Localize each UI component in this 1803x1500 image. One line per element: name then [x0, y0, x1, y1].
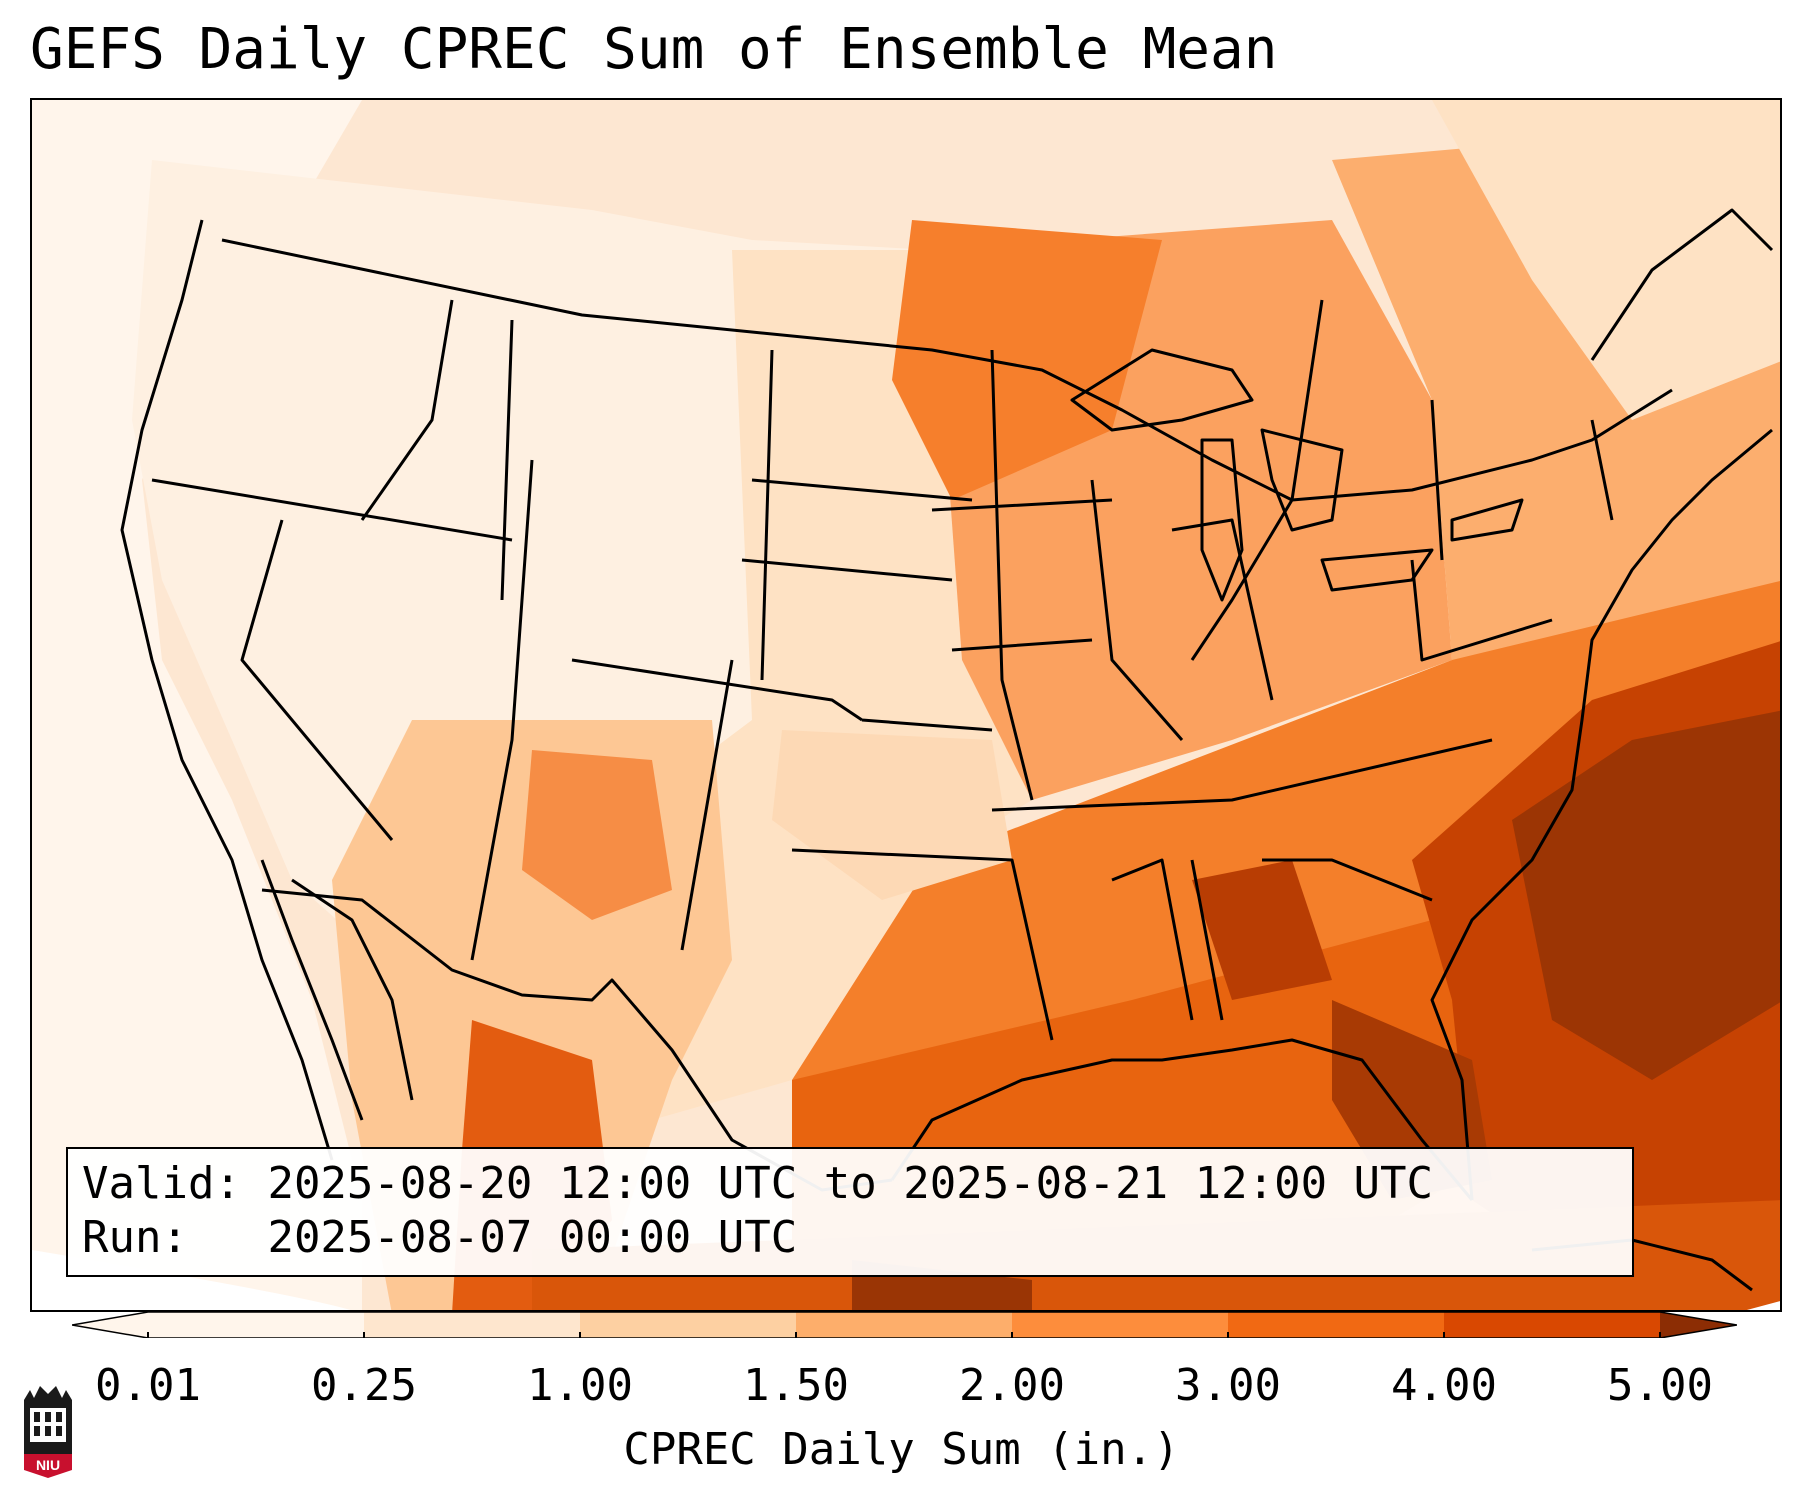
colorbar-tick-label: 2.00: [959, 1360, 1065, 1411]
niu-logo: NIU: [24, 1386, 72, 1478]
projection-edge-right: [1746, 1301, 1780, 1310]
colorbar-tick-label: 0.01: [95, 1360, 201, 1411]
colorbar-tick-label: 0.25: [311, 1360, 417, 1411]
valid-label: Valid:: [82, 1158, 241, 1209]
colorbar-segment: [1012, 1312, 1229, 1338]
lake-superior: [1070, 348, 1254, 432]
precip-region-minnesota: [892, 220, 1162, 500]
colorbar-segment: [364, 1312, 581, 1338]
colorbar-tick-label: 5.00: [1607, 1360, 1713, 1411]
colorbar-segment: [796, 1312, 1013, 1338]
east-coast: [1430, 428, 1773, 1201]
run-line: Run: 2025-08-07 00:00 UTC: [82, 1211, 1618, 1265]
valid-value: 2025-08-20 12:00 UTC to 2025-08-21 12:00…: [267, 1158, 1434, 1209]
west-coast: [120, 219, 334, 1161]
precip-region-nm-core: [522, 750, 672, 920]
lake-huron: [1260, 428, 1344, 532]
lake-ontario: [1450, 498, 1524, 542]
colorbar-segment: [1228, 1312, 1445, 1338]
colorbar-segment: [580, 1312, 797, 1338]
run-value: 2025-08-07 00:00 UTC: [267, 1212, 798, 1263]
colorbar: [72, 1312, 1737, 1338]
baja-california: [260, 859, 414, 1121]
us-canada-border: [221, 238, 1673, 502]
map-title: GEFS Daily CPREC Sum of Ensemble Mean: [30, 17, 1278, 82]
validity-info-box: Valid: 2025-08-20 12:00 UTC to 2025-08-2…: [66, 1147, 1634, 1277]
colorbar-label: CPREC Daily Sum (in.): [623, 1424, 1180, 1475]
colorbar-segment: [1444, 1312, 1661, 1338]
precip-region-west: [132, 160, 932, 960]
gulf-coast: [890, 1038, 1474, 1201]
niu-logo-text: NIU: [36, 1457, 60, 1473]
precip-region-atlantic-max: [1512, 710, 1780, 1080]
precip-region-alabama: [1192, 860, 1332, 1000]
colorbar-tick-label: 3.00: [1175, 1360, 1281, 1411]
colorbar-segment: [148, 1312, 365, 1338]
lake-michigan: [1200, 438, 1244, 602]
valid-line: Valid: 2025-08-20 12:00 UTC to 2025-08-2…: [82, 1157, 1618, 1211]
state-lines: [151, 299, 1614, 1041]
canada-east-coast: [1590, 208, 1774, 361]
precip-region-canada-east: [1432, 100, 1780, 420]
colorbar-extend-min: [72, 1312, 148, 1338]
precip-map: [30, 98, 1782, 1312]
colorbar-tick-label: 1.50: [743, 1360, 849, 1411]
lake-erie: [1320, 548, 1434, 592]
run-label: Run:: [82, 1212, 188, 1263]
colorbar-tick-label: 1.00: [527, 1360, 633, 1411]
colorbar-extend-max: [1660, 1312, 1737, 1338]
colorbar-tick-label: 4.00: [1391, 1360, 1497, 1411]
